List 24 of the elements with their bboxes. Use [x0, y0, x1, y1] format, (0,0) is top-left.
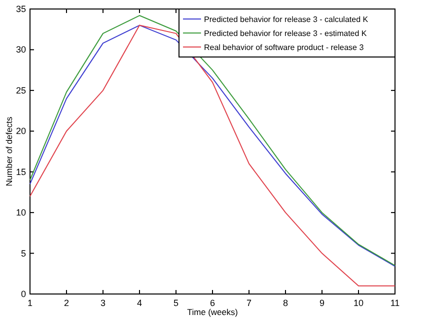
y-axis-title: Number of defects [4, 116, 14, 186]
x-tick-label: 8 [282, 298, 288, 308]
y-tick-label: 35 [16, 4, 26, 14]
y-tick-label: 5 [20, 248, 26, 258]
legend-label: Real behavior of software product - release 3 [204, 43, 364, 52]
x-tick-label: 10 [353, 298, 364, 308]
x-tick-label: 6 [210, 298, 216, 308]
y-tick-label: 30 [16, 44, 26, 55]
y-tick-label: 0 [20, 289, 26, 299]
x-tick-label: 2 [64, 298, 70, 308]
x-axis-title: Time (weeks) [187, 307, 238, 317]
x-tick-label: 5 [173, 298, 179, 308]
y-tick-label: 10 [16, 208, 26, 218]
x-tick-label: 7 [246, 298, 252, 308]
y-tick-label: 15 [16, 166, 26, 177]
y-tick-label: 25 [16, 85, 26, 96]
x-tick-label: 11 [390, 298, 400, 308]
x-tick-label: 3 [100, 298, 106, 308]
legend-label: Predicted behavior for release 3 - estimated K [204, 29, 368, 38]
x-tick-label: 1 [27, 298, 33, 308]
x-tick-label: 4 [136, 298, 142, 308]
legend-label: Predicted behavior for release 3 - calculated K [204, 15, 369, 24]
x-tick-label: 9 [319, 298, 325, 308]
y-tick-label: 20 [16, 126, 26, 136]
